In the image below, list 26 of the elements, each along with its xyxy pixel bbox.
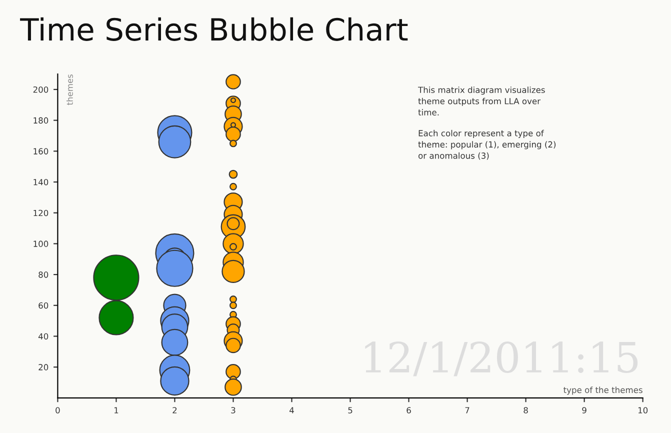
- x-tick-label: 3: [231, 407, 236, 414]
- y-tick-label: 40: [38, 333, 48, 340]
- x-tick-label: 9: [582, 407, 586, 414]
- y-tick-label: 200: [33, 86, 48, 93]
- x-tick-label: 4: [290, 407, 294, 414]
- x-tick-label: 1: [114, 407, 118, 414]
- x-axis-title: type of the themes: [564, 386, 642, 395]
- y-tick-label: 120: [34, 210, 48, 216]
- annotation: This matrix diagram visualizes theme outputs from LLA over time.: [418, 86, 545, 116]
- x-tick-label: 5: [348, 407, 352, 414]
- x-tick-label: 7: [465, 407, 470, 414]
- y-tick-label: 60: [38, 302, 48, 309]
- y-tick-label: 80: [38, 272, 48, 278]
- x-tick-label: 2: [172, 407, 177, 414]
- x-tick-label: 6: [406, 407, 411, 414]
- y-axis-title: themes: [66, 74, 73, 106]
- chart-title: Time Series Bubble Chart: [20, 17, 408, 41]
- y-tick-label: 160: [34, 148, 48, 154]
- annotation: Each color represent a type of theme: popular (1), emerging (2) or anomalous (3): [418, 130, 556, 160]
- y-tick-label: 180: [34, 117, 48, 124]
- x-tick-label: 8: [524, 407, 528, 414]
- y-tick-label: 20: [38, 364, 48, 370]
- y-tick-label: 140: [34, 178, 48, 186]
- y-tick-label: 100: [34, 240, 48, 247]
- x-tick-label: 0: [56, 407, 60, 414]
- x-tick-label: 10: [638, 407, 648, 414]
